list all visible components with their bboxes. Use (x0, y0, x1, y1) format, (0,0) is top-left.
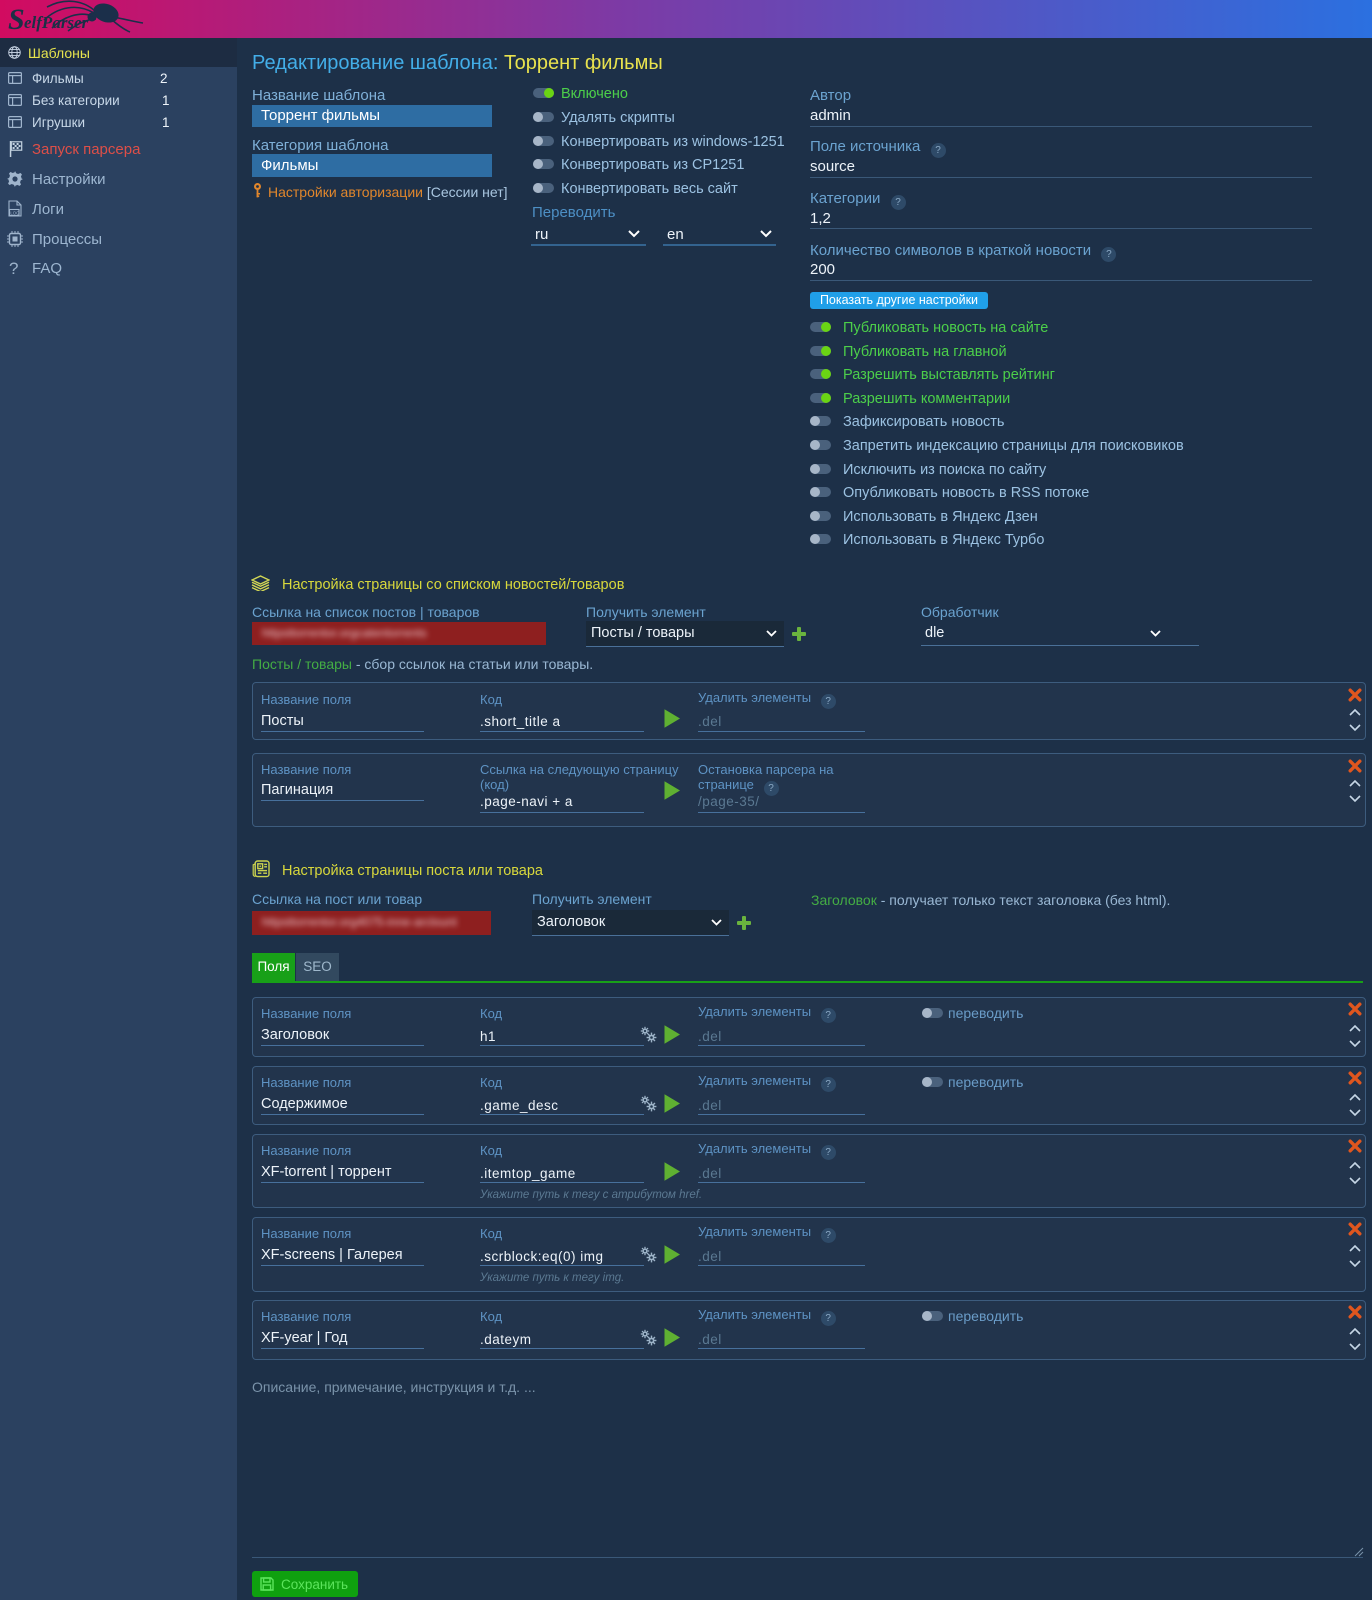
svg-text:elfParser: elfParser (24, 13, 89, 32)
svg-text:S: S (8, 3, 25, 36)
svg-text:LOG: LOG (10, 210, 20, 215)
